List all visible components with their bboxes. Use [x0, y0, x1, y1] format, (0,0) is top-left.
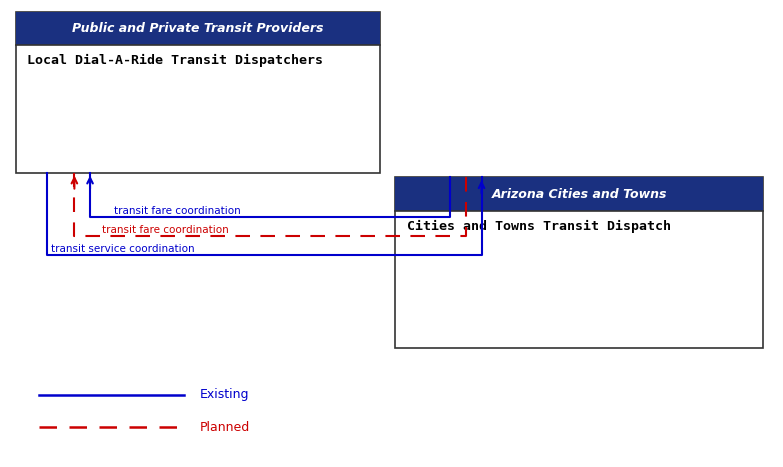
- Text: Arizona Cities and Towns: Arizona Cities and Towns: [492, 188, 667, 201]
- Text: transit fare coordination: transit fare coordination: [102, 225, 229, 235]
- Text: Planned: Planned: [200, 421, 250, 434]
- Bar: [16, 12, 380, 173]
- Text: Public and Private Transit Providers: Public and Private Transit Providers: [72, 22, 323, 35]
- Text: transit service coordination: transit service coordination: [51, 244, 194, 254]
- Bar: [395, 177, 763, 348]
- Text: transit fare coordination: transit fare coordination: [114, 206, 240, 216]
- Bar: [16, 12, 380, 45]
- Text: Existing: Existing: [200, 388, 249, 401]
- Text: Local Dial-A-Ride Transit Dispatchers: Local Dial-A-Ride Transit Dispatchers: [27, 54, 323, 67]
- Bar: [395, 177, 763, 211]
- Text: Cities and Towns Transit Dispatch: Cities and Towns Transit Dispatch: [407, 219, 671, 233]
